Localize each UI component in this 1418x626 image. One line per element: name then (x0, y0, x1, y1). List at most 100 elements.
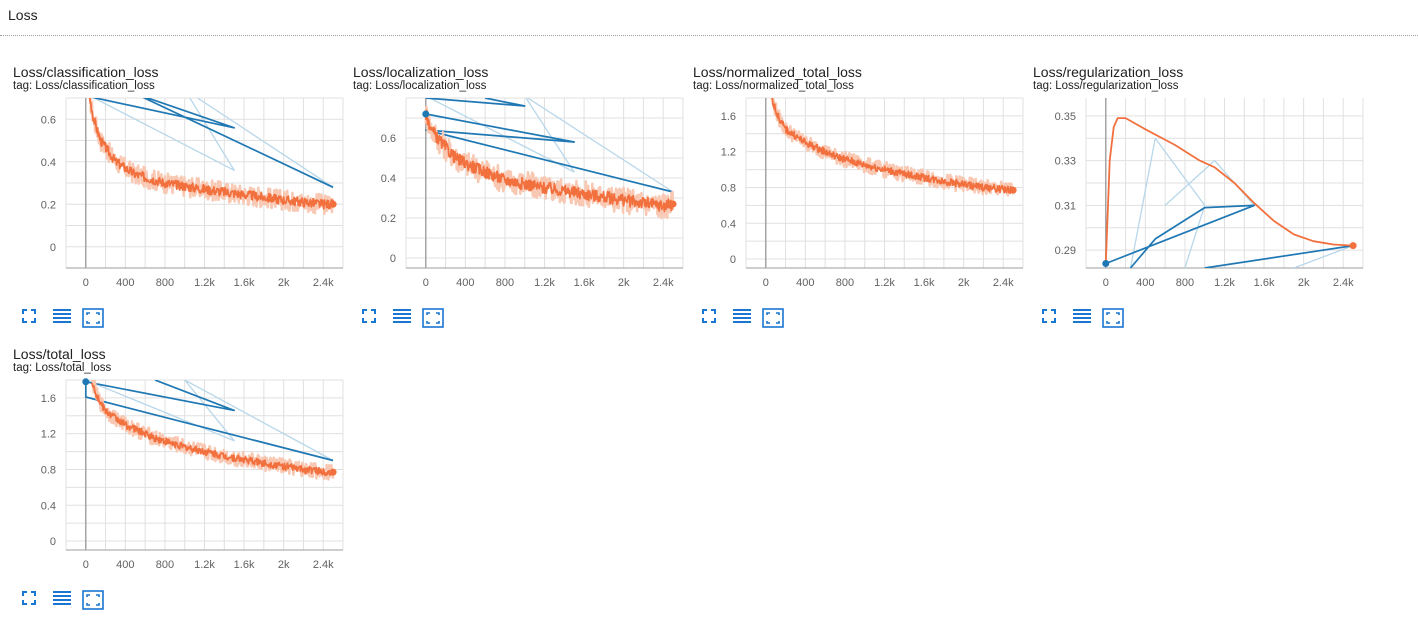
log-scale-button[interactable] (52, 590, 74, 610)
raw-series-line (89, 98, 335, 216)
y-tick-label: 0.6 (381, 133, 396, 145)
fit-domain-button[interactable] (762, 308, 784, 328)
fullscreen-icon (21, 590, 43, 606)
log-scale-button[interactable] (1072, 308, 1094, 328)
y-tick-label: 0.8 (41, 464, 56, 476)
log-scale-button[interactable] (52, 308, 74, 328)
series-end-marker (1009, 186, 1017, 194)
x-tick-label: 800 (156, 277, 174, 289)
series-start-marker (422, 110, 430, 118)
section-header[interactable]: Loss (0, 0, 1418, 36)
series-line (84, 381, 334, 462)
y-tick-label: 0.35 (1055, 111, 1076, 123)
line-chart[interactable]: 0 400 800 1.2k 1.6k 2k 2.4k 0 0.2 0.4 0.6 (13, 93, 348, 308)
x-tick-label: 2k (958, 277, 970, 289)
x-tick-label: 2.4k (653, 277, 674, 289)
series-end-marker (329, 468, 337, 476)
y-tick-label: 0.2 (41, 199, 56, 211)
fullscreen-button[interactable] (701, 308, 723, 328)
chart-card: Loss/classification_loss tag: Loss/classif… (13, 43, 348, 328)
section-title: Loss (8, 7, 38, 23)
x-tick-label: 1.6k (234, 559, 255, 571)
line-chart[interactable]: 0 400 800 1.2k 1.6k 2k 2.4k 0 0.2 0.4 0.6 (353, 93, 688, 308)
fit-domain-button[interactable] (82, 308, 104, 328)
fit-domain-icon (82, 590, 104, 610)
x-tick-label: 2k (278, 559, 290, 571)
x-tick-label: 1.2k (194, 559, 215, 571)
toggle-log-scale-icon (392, 308, 414, 324)
x-tick-label: 400 (116, 277, 134, 289)
log-scale-button[interactable] (732, 308, 754, 328)
fit-domain-button[interactable] (1102, 308, 1124, 328)
chart-card: Loss/normalized_total_loss tag: Loss/norma… (693, 43, 1028, 328)
line-chart[interactable]: 0 400 800 1.2k 1.6k 2k 2.4k 0 0.4 0.8 1.2 1.6 (13, 375, 348, 590)
y-tick-label: 0.6 (41, 114, 56, 126)
fullscreen-button[interactable] (21, 590, 43, 610)
fullscreen-icon (361, 308, 383, 324)
log-scale-button[interactable] (392, 308, 414, 328)
line-chart[interactable]: 0 400 800 1.2k 1.6k 2k 2.4k 0.29 0.31 0.33 0.35 (1033, 93, 1368, 308)
fullscreen-icon (21, 308, 43, 324)
fullscreen-icon (1041, 308, 1063, 324)
series-end-marker (669, 200, 677, 208)
series-line (91, 98, 334, 189)
y-tick-label: 0.4 (41, 157, 56, 169)
fit-domain-icon (762, 308, 784, 328)
x-tick-label: 800 (1176, 277, 1194, 289)
y-tick-label: 0.4 (41, 500, 56, 512)
smoothed-series-line (771, 98, 1014, 195)
x-tick-label: 800 (496, 277, 514, 289)
chart-tag-label: tag: (13, 362, 33, 374)
fit-domain-icon (82, 308, 104, 328)
chart-tag-value: Loss/total_loss (35, 362, 112, 374)
fullscreen-button[interactable] (361, 308, 383, 328)
series-line-light (1129, 137, 1206, 268)
fit-domain-button[interactable] (422, 308, 444, 328)
y-tick-label: 0.4 (721, 218, 736, 230)
y-tick-label: 0.29 (1055, 245, 1076, 257)
x-tick-label: 2.4k (313, 277, 334, 289)
y-tick-label: 0.8 (721, 182, 736, 194)
x-tick-label: 400 (456, 277, 474, 289)
toggle-log-scale-icon (52, 308, 74, 324)
fullscreen-button[interactable] (1041, 308, 1063, 328)
chart-tag: tag: Loss/classification_loss (13, 80, 155, 92)
x-tick-label: 1.6k (234, 277, 255, 289)
x-tick-label: 0 (423, 277, 429, 289)
x-tick-label: 0 (763, 277, 769, 289)
fit-domain-button[interactable] (82, 590, 104, 610)
toggle-log-scale-icon (1072, 308, 1094, 324)
y-tick-label: 0.4 (381, 173, 396, 185)
x-tick-label: 400 (796, 277, 814, 289)
fullscreen-button[interactable] (21, 308, 43, 328)
chart-card: Loss/localization_loss tag: Loss/localizat… (353, 43, 688, 328)
series-line-light (92, 98, 334, 188)
x-tick-label: 0 (83, 277, 89, 289)
y-tick-label: 0 (390, 253, 396, 265)
x-tick-label: 2.4k (313, 559, 334, 571)
series-line-light (85, 380, 334, 462)
x-tick-label: 1.6k (914, 277, 935, 289)
y-tick-label: 0.2 (381, 213, 396, 225)
y-tick-label: 0.33 (1055, 156, 1076, 168)
smoothed-series-line (90, 382, 334, 476)
line-chart[interactable]: 0 400 800 1.2k 1.6k 2k 2.4k 0 0.4 0.8 1.2 1.6 (693, 93, 1028, 308)
x-tick-label: 0 (1103, 277, 1109, 289)
y-tick-label: 1.6 (41, 393, 56, 405)
chart-tag-value: Loss/classification_loss (35, 80, 155, 92)
chart-title: Loss/classification_loss (13, 64, 159, 80)
fullscreen-icon (701, 308, 723, 324)
series-start-marker (1102, 260, 1110, 268)
chart-tag-value: Loss/localization_loss (375, 80, 487, 92)
x-tick-label: 2k (618, 277, 630, 289)
y-tick-label: 1.6 (721, 111, 736, 123)
series-line (85, 380, 236, 412)
y-tick-label: 0 (50, 242, 56, 254)
x-tick-label: 0 (83, 559, 89, 571)
chart-tag-label: tag: (1033, 80, 1053, 92)
x-tick-label: 1.6k (1254, 277, 1275, 289)
x-tick-label: 2k (278, 277, 290, 289)
series-end-marker (329, 200, 337, 208)
y-tick-label: 1.2 (721, 147, 736, 159)
chart-tag: tag: Loss/normalized_total_loss (693, 80, 854, 92)
